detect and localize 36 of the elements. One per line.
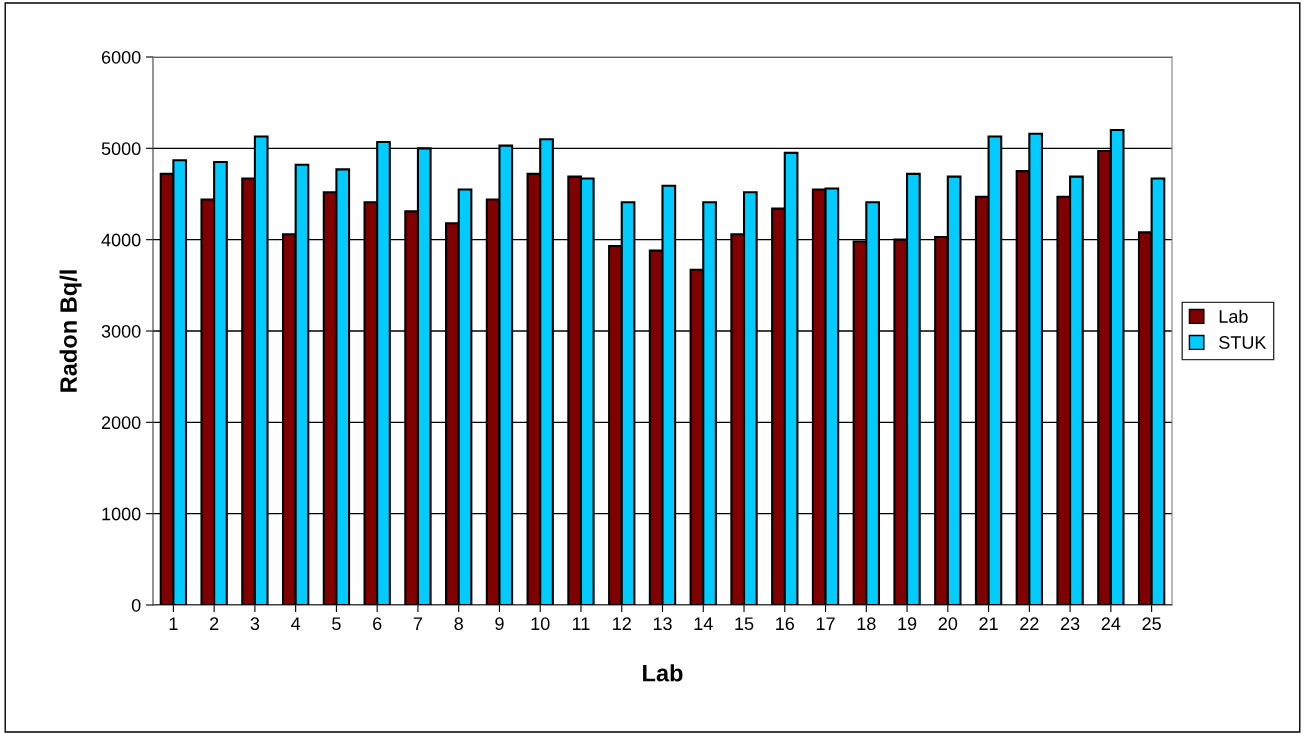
x-tick-label: 21: [979, 617, 998, 630]
x-tick-label: 13: [653, 617, 672, 631]
y-tick-label: 5000: [101, 142, 141, 156]
x-tick-label: 23: [1060, 617, 1080, 631]
y-tick-label: 4000: [101, 233, 141, 247]
legend-label: STUK: [1219, 336, 1267, 349]
x-tick-label: 24: [1101, 617, 1121, 630]
y-tick-label: 2000: [101, 416, 141, 430]
x-tick-label: 12: [613, 617, 631, 630]
x-tick-label: 4: [291, 617, 301, 630]
y-tick-label: 1000: [102, 507, 141, 521]
y-tick-label: 0: [131, 598, 141, 612]
x-tick-label: 10: [531, 617, 550, 631]
x-tick-label: 22: [1020, 617, 1039, 630]
x-tick-label: 11: [572, 617, 590, 630]
x-tick-label: 20: [938, 617, 958, 631]
x-tick-label: 6: [373, 617, 382, 631]
x-tick-label: 3: [250, 617, 260, 631]
y-axis-title: Radon Bq/l: [59, 270, 82, 392]
x-tick-label: 1: [169, 617, 178, 630]
x-tick-label: 15: [735, 617, 754, 631]
y-tick-label: 6000: [101, 50, 141, 64]
x-tick-label: 18: [857, 617, 876, 631]
x-tick-label: 16: [776, 617, 795, 631]
x-tick-label: 2: [210, 617, 219, 630]
x-tick-label: 8: [454, 617, 463, 631]
x-tick-label: 9: [495, 617, 504, 631]
x-tick-label: 7: [413, 617, 423, 630]
x-tick-label: 25: [1142, 617, 1161, 631]
legend-label: Lab: [1219, 309, 1248, 323]
x-tick-label: 19: [898, 617, 917, 631]
x-axis-title: Lab: [643, 664, 683, 682]
x-tick-label: 5: [332, 617, 341, 631]
x-tick-label: 14: [694, 617, 713, 630]
x-tick-label: 17: [816, 617, 835, 630]
y-tick-label: 3000: [101, 324, 141, 338]
